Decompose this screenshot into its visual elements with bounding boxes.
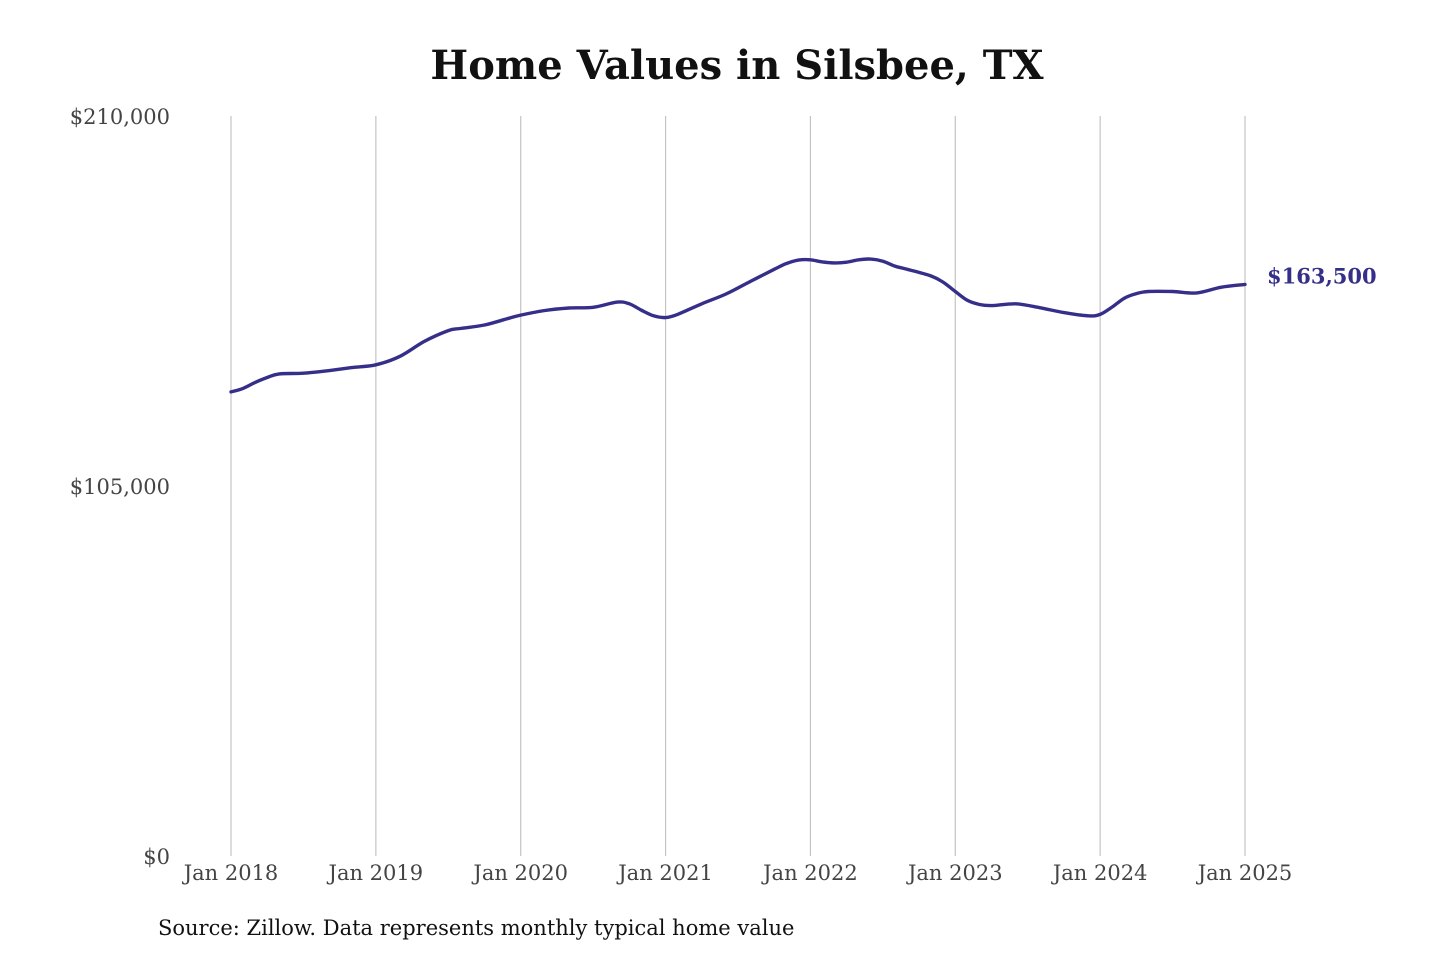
series-group (229, 257, 1247, 394)
x-tick-label: Jan 2021 (616, 861, 713, 885)
x-tick-label: Jan 2020 (471, 861, 568, 885)
x-tick-label: Jan 2019 (327, 861, 424, 885)
series-line (229, 257, 1247, 394)
y-tick-label: $210,000 (70, 105, 170, 129)
x-tick-label: Jan 2023 (906, 861, 1003, 885)
gridlines (230, 116, 1246, 856)
y-axis: $0 $105,000 $210,000 (70, 105, 170, 869)
x-tick-label: Jan 2025 (1196, 861, 1293, 885)
end-value-label: $163,500 (1267, 263, 1377, 288)
chart-title: Home Values in Silsbee, TX (430, 42, 1044, 89)
x-tick-label: Jan 2018 (182, 861, 279, 885)
x-tick-label: Jan 2024 (1051, 861, 1148, 885)
source-note: Source: Zillow. Data represents monthly … (158, 916, 795, 940)
x-tick-label: Jan 2022 (761, 861, 858, 885)
x-axis: Jan 2018 Jan 2019 Jan 2020 Jan 2021 Jan 2022… (182, 861, 1293, 885)
y-tick-label: $0 (143, 845, 170, 869)
annotations: $163,500 (1267, 263, 1377, 288)
y-tick-label: $105,000 (70, 475, 170, 499)
